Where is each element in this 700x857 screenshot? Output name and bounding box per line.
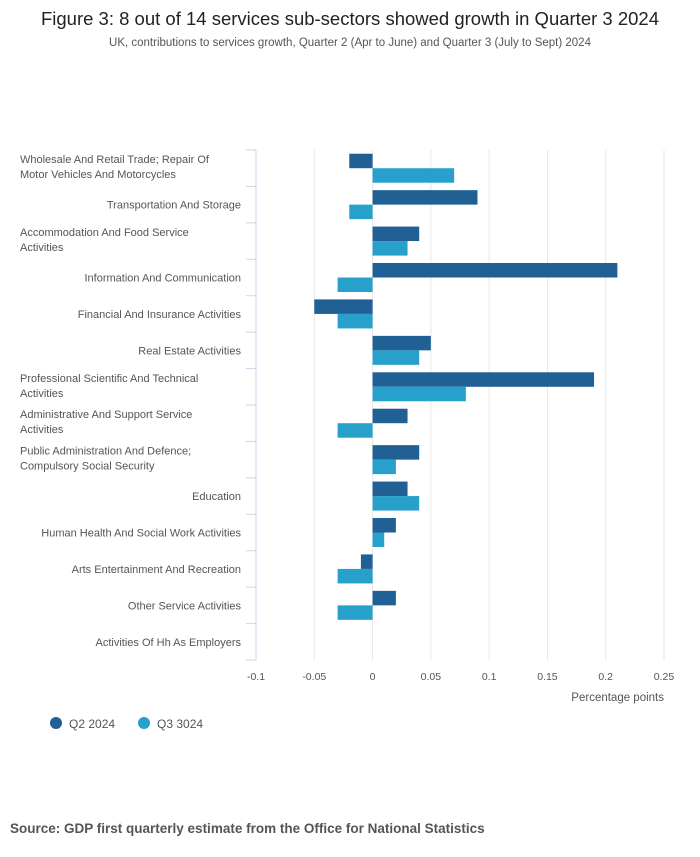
bar-q3[interactable] — [372, 532, 385, 548]
legend-label-q2[interactable]: Q2 2024 — [69, 717, 115, 731]
category-label: Professional Scientific And Technical Act… — [20, 373, 198, 400]
bar-q3[interactable] — [372, 350, 420, 365]
x-tick-label: 0.2 — [598, 671, 613, 683]
legend-label-q3[interactable]: Q3 3024 — [157, 717, 203, 731]
bar-q3[interactable] — [372, 386, 466, 402]
grid-layer — [313, 150, 665, 660]
bar-chart: Wholesale And Retail Trade; Repair Of Mot… — [20, 149, 674, 731]
bar-q3[interactable] — [337, 605, 373, 620]
axis-layer — [246, 149, 257, 661]
category-label: Other Service Activities — [128, 600, 242, 612]
source-note: Source: GDP first quarterly estimate fro… — [10, 821, 485, 836]
x-tick-label: -0.05 — [302, 671, 326, 683]
bar-q2[interactable] — [349, 153, 373, 169]
chart-title: Figure 3: 8 out of 14 services sub-secto… — [40, 8, 659, 29]
x-tick-label: 0.1 — [482, 671, 497, 683]
category-label: Real Estate Activities — [138, 345, 241, 357]
bar-q2[interactable] — [372, 518, 396, 533]
category-labels: Wholesale And Retail Trade; Repair Of Mot… — [20, 154, 242, 649]
bar-q3[interactable] — [349, 204, 373, 220]
bar-q3[interactable] — [337, 313, 373, 329]
x-tick-label: 0.15 — [537, 671, 558, 683]
x-tick-label: 0.25 — [654, 671, 675, 683]
x-tick-label: 0 — [370, 671, 376, 683]
legend-marker-q3 — [138, 717, 150, 729]
bar-q2[interactable] — [372, 263, 618, 278]
category-label: Wholesale And Retail Trade; Repair Of Mot… — [20, 154, 210, 181]
category-label: Education — [192, 491, 241, 503]
chart-subtitle: UK, contributions to services growth, Qu… — [109, 37, 591, 49]
x-tick-label: 0.05 — [421, 671, 442, 683]
bar-q2[interactable] — [372, 481, 408, 497]
bar-q3[interactable] — [337, 277, 373, 293]
bar-q2[interactable] — [372, 408, 408, 424]
category-label: Administrative And Support Service Activi… — [20, 409, 192, 436]
x-tick-label: -0.1 — [247, 671, 265, 683]
category-label: Human Health And Social Work Activities — [41, 528, 241, 540]
bar-q3[interactable] — [337, 568, 373, 584]
bar-q2[interactable] — [372, 335, 431, 351]
bars-layer — [314, 153, 618, 620]
bar-q2[interactable] — [360, 554, 373, 569]
bar-q2[interactable] — [372, 372, 595, 387]
bar-q3[interactable] — [372, 496, 420, 511]
category-label: Arts Entertainment And Recreation — [72, 564, 241, 576]
category-label: Financial And Insurance Activities — [78, 309, 242, 321]
category-label: Activities Of Hh As Employers — [96, 637, 242, 649]
x-axis-label: Percentage points — [571, 692, 664, 704]
bar-q2[interactable] — [372, 226, 420, 242]
legend: Q2 2024 Q3 3024 — [50, 717, 203, 731]
x-tick-labels: -0.1 -0.05 0 0.05 0.1 0.15 0.2 0.25 — [247, 671, 674, 683]
category-label: Accommodation And Food Service Activities — [20, 227, 189, 254]
legend-marker-q2 — [50, 717, 62, 729]
bar-q2[interactable] — [372, 190, 478, 205]
category-label: Public Administration And Defence; Compul… — [20, 446, 191, 473]
bar-q3[interactable] — [337, 423, 373, 438]
category-label: Transportation And Storage — [107, 200, 241, 212]
bar-q3[interactable] — [372, 241, 408, 256]
bar-q2[interactable] — [314, 299, 373, 314]
bar-q2[interactable] — [372, 590, 396, 606]
category-label: Information And Communication — [84, 273, 241, 285]
bar-q3[interactable] — [372, 168, 455, 183]
bar-q3[interactable] — [372, 459, 396, 475]
bar-q2[interactable] — [372, 445, 420, 460]
